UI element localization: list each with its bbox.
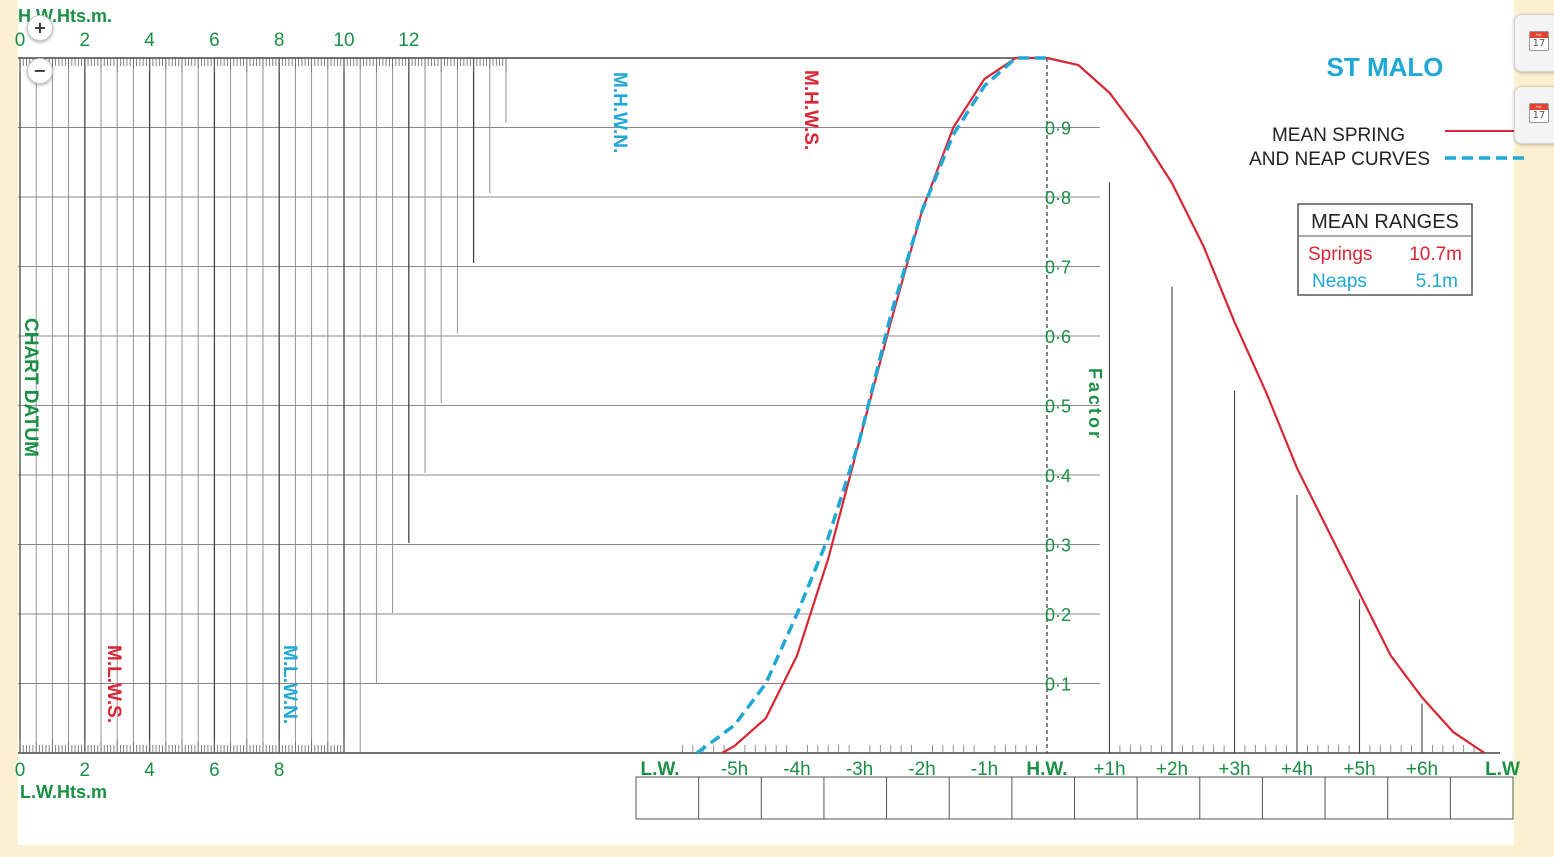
spring-curve xyxy=(721,56,1486,754)
neap-curve xyxy=(695,56,1047,755)
zoom-out-button[interactable]: − xyxy=(27,58,53,84)
time-tick-label: H.W. xyxy=(1026,759,1067,780)
lw-tick-label: 4 xyxy=(144,760,155,781)
time-tick-label: -5h xyxy=(721,759,748,780)
factor-tick-label: 0·4 xyxy=(1045,466,1071,486)
lw-tick-label: 2 xyxy=(80,760,91,781)
time-tick-label: L.W xyxy=(1485,759,1520,780)
time-entry-boxes[interactable] xyxy=(635,776,1514,820)
time-grid xyxy=(682,58,1475,753)
time-tick-label: -1h xyxy=(971,759,998,780)
diagram-paper xyxy=(18,0,1514,845)
factor-tick-label: 0·9 xyxy=(1045,119,1071,139)
mean-ranges-title: MEAN RANGES xyxy=(1311,211,1459,233)
neaps-label: Neaps xyxy=(1312,271,1367,292)
time-tick-label: +1h xyxy=(1093,759,1125,780)
mhws-marker: M.H.W.S. xyxy=(800,70,821,150)
legend-line2: AND NEAP CURVES xyxy=(1249,149,1430,170)
factor-tick-label: 0·8 xyxy=(1045,188,1071,208)
mhwn-marker: M.H.W.N. xyxy=(609,72,630,153)
factor-tick-label: 0·5 xyxy=(1045,397,1071,417)
calendar-icon: JUL 17 xyxy=(1529,103,1549,123)
time-tick-label: +5h xyxy=(1343,759,1375,780)
time-tick-label: L.W. xyxy=(640,759,679,780)
hw-tick-label: 8 xyxy=(274,30,285,51)
factor-label: Factor xyxy=(1085,368,1105,441)
mlwn-marker: M.L.W.N. xyxy=(279,645,300,724)
calendar-button-2[interactable]: JUL 17 xyxy=(1514,86,1554,144)
lw-tick-label: 0 xyxy=(15,760,26,781)
hw-tick-label: 6 xyxy=(209,30,220,51)
lw-heights-label: L.W.Hts.m xyxy=(20,782,107,802)
time-tick-label: -2h xyxy=(908,759,935,780)
neaps-value: 5.1m xyxy=(1416,271,1458,292)
lw-tick-label: 6 xyxy=(209,760,220,781)
legend-line1: MEAN SPRING xyxy=(1272,125,1405,146)
chart-datum-label: CHART DATUM xyxy=(20,318,41,457)
hw-tick-label: 4 xyxy=(144,30,155,51)
time-tick-label: +3h xyxy=(1218,759,1250,780)
time-tick-label: +2h xyxy=(1156,759,1188,780)
hw-tick-label: 0 xyxy=(15,30,26,51)
lw-tick-label: 8 xyxy=(274,760,285,781)
height-grid xyxy=(18,57,1500,754)
zoom-in-button[interactable]: + xyxy=(27,15,53,41)
factor-tick-label: 0·2 xyxy=(1045,605,1071,625)
time-tick-label: -4h xyxy=(783,759,810,780)
time-tick-label: +4h xyxy=(1281,759,1313,780)
factor-tick-label: 0·7 xyxy=(1045,258,1071,278)
hw-tick-label: 10 xyxy=(333,30,354,51)
time-tick-label: -3h xyxy=(846,759,873,780)
factor-tick-label: 0·1 xyxy=(1045,675,1071,695)
factor-tick-label: 0·6 xyxy=(1045,327,1071,347)
springs-value: 10.7m xyxy=(1409,244,1462,265)
title: ST MALO xyxy=(1327,52,1444,82)
axis-labels: 0 2 4 6 8 10 12 0 2 4 6 8 L.W. -5h -4h -3h -2h -1h H.W. +1h… xyxy=(15,30,1520,781)
hw-tick-label: 12 xyxy=(398,30,419,51)
mean-ranges-box: MEAN RANGES Springs 10.7m Neaps 5.1m xyxy=(1297,203,1473,296)
time-tick-label: +6h xyxy=(1406,759,1438,780)
hw-tick-label: 2 xyxy=(80,30,91,51)
mlws-marker: M.L.W.S. xyxy=(103,645,124,723)
springs-label: Springs xyxy=(1308,244,1372,265)
factor-tick-label: 0·3 xyxy=(1045,536,1071,556)
calendar-button-1[interactable]: JUL 17 xyxy=(1514,14,1554,72)
calendar-icon: JUL 17 xyxy=(1529,31,1549,51)
